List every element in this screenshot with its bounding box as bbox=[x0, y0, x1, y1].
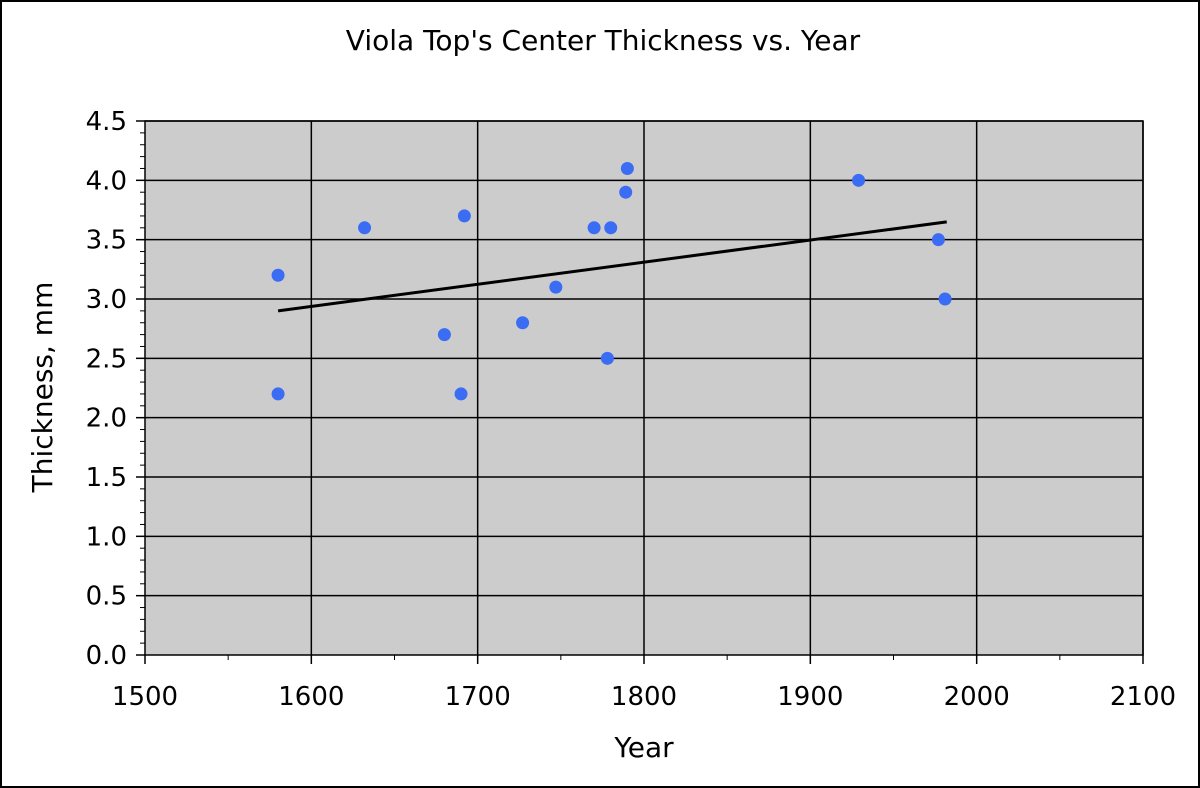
data-point bbox=[938, 292, 952, 306]
trendline bbox=[277, 220, 947, 313]
x-tick-label: 2100 bbox=[1110, 682, 1176, 712]
y-tick-label: 4.5 bbox=[86, 107, 127, 137]
x-tick-label: 1700 bbox=[445, 682, 511, 712]
y-tick-label: 0.0 bbox=[86, 641, 127, 671]
x-tick-label: 1600 bbox=[278, 682, 344, 712]
data-point bbox=[619, 185, 633, 199]
y-tick-label: 2.0 bbox=[86, 404, 127, 434]
chart-title: Viola Top's Center Thickness vs. Year bbox=[346, 24, 861, 57]
data-point bbox=[549, 280, 563, 294]
data-point bbox=[852, 173, 866, 187]
y-tick-label: 1.0 bbox=[86, 522, 127, 552]
x-tick-label: 1500 bbox=[112, 682, 178, 712]
x-tick-label: 2000 bbox=[944, 682, 1010, 712]
y-tick-label: 2.5 bbox=[86, 344, 127, 374]
data-point bbox=[516, 316, 530, 330]
data-point bbox=[931, 233, 945, 247]
data-point bbox=[600, 351, 614, 365]
data-point bbox=[358, 221, 372, 235]
data-point bbox=[587, 221, 601, 235]
data-point bbox=[271, 268, 285, 282]
x-axis-label: Year bbox=[613, 731, 674, 764]
data-point bbox=[454, 387, 468, 401]
y-tick-label: 3.0 bbox=[86, 285, 127, 315]
y-tick-label: 1.5 bbox=[86, 463, 127, 493]
data-point bbox=[271, 387, 285, 401]
data-point bbox=[457, 209, 471, 223]
data-point bbox=[620, 161, 634, 175]
y-tick-label: 3.5 bbox=[86, 226, 127, 256]
y-axis-label: Thickness, mm bbox=[26, 282, 59, 494]
plot-border bbox=[144, 120, 1144, 656]
y-tick-label: 4.0 bbox=[86, 166, 127, 196]
y-tick-label: 0.5 bbox=[86, 582, 127, 612]
x-tick-label: 1800 bbox=[611, 682, 677, 712]
plot-area: 0.0 0.5 1.0 1.5 2.0 2.5 3.0 3.5 4.0 4.5 1500 1600 17… bbox=[86, 107, 1176, 712]
data-point bbox=[604, 221, 618, 235]
x-tick-label: 1900 bbox=[777, 682, 843, 712]
data-point bbox=[437, 328, 451, 342]
